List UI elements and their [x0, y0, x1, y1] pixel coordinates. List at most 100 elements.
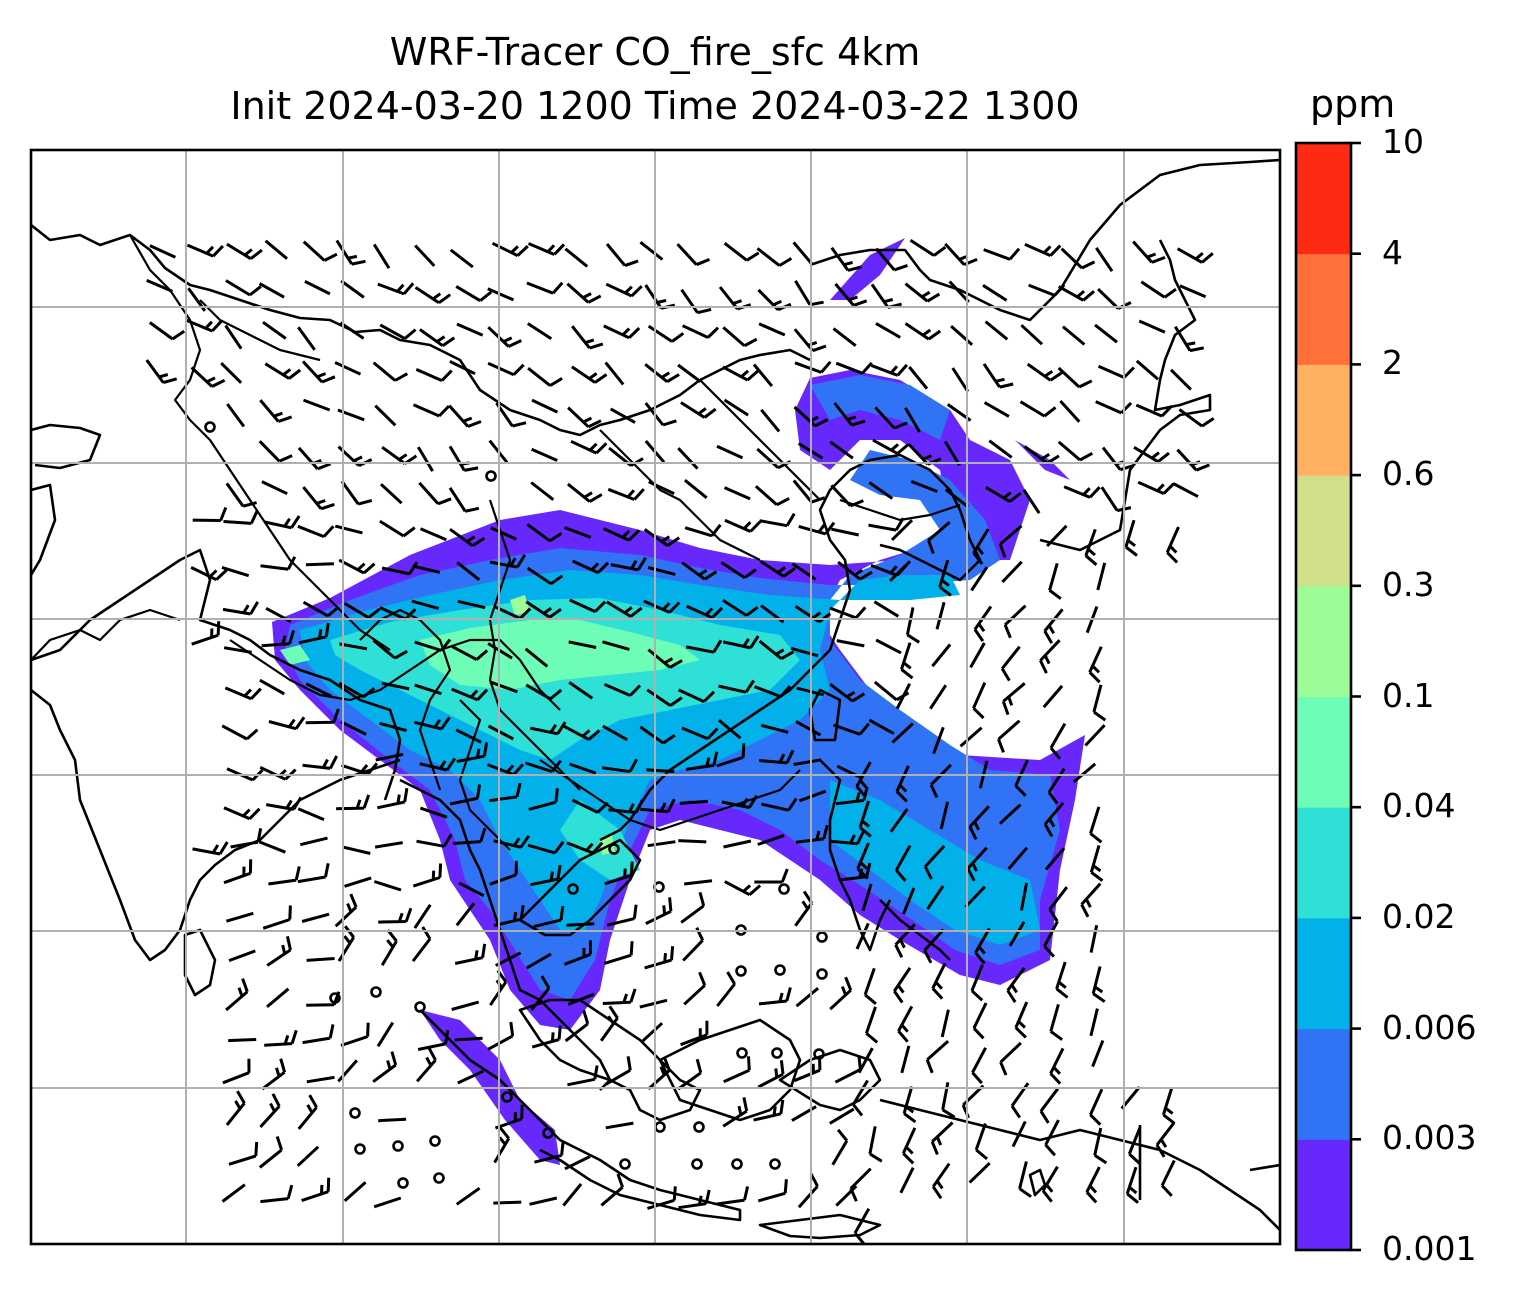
wind-barb	[983, 247, 1021, 261]
wind-barb	[606, 904, 638, 927]
wind-barb	[379, 721, 407, 733]
wind-barb	[680, 1020, 709, 1047]
wind-barb	[454, 943, 487, 965]
wind-barb	[228, 1141, 259, 1166]
wind-barb	[268, 866, 301, 886]
wind-barb	[941, 1082, 956, 1119]
wind-barb	[678, 839, 707, 844]
wind-barb	[605, 1121, 634, 1130]
wind-barb	[908, 366, 929, 390]
map-gridlines	[31, 150, 1280, 1244]
wind-barb	[1019, 400, 1057, 418]
wind-barb	[527, 242, 566, 256]
wind-barb	[337, 1059, 359, 1083]
wind-barb	[861, 883, 873, 912]
wind-barb	[1041, 1165, 1059, 1203]
wind-barb	[489, 860, 518, 886]
wind-barb	[413, 716, 451, 731]
calm-wind-circles	[204, 421, 828, 1189]
wind-barb	[868, 517, 905, 532]
wind-barb	[605, 243, 639, 268]
wind-barb	[759, 512, 796, 528]
wind-barb	[685, 751, 719, 771]
wind-barb	[567, 406, 602, 429]
wind-barb	[837, 560, 873, 581]
wind-barb	[487, 361, 525, 377]
wind-barb	[929, 684, 948, 710]
wind-barb	[895, 765, 910, 803]
colorbar-tick-label: 0.003	[1382, 1118, 1477, 1158]
wind-barb	[265, 796, 303, 811]
wind-barb	[376, 1021, 395, 1048]
wind-barb	[602, 640, 630, 651]
wind-barb	[260, 556, 297, 571]
wind-barb	[1001, 682, 1026, 716]
wind-barb	[868, 1126, 883, 1163]
wind-barb	[831, 527, 860, 537]
wind-barb	[647, 840, 676, 848]
wind-barb	[378, 1117, 407, 1123]
wind-barb	[926, 885, 945, 911]
wind-barb	[228, 949, 256, 963]
wind-barb	[644, 363, 680, 383]
wind-barb	[302, 600, 340, 618]
wind-barb	[569, 598, 607, 613]
wind-barb	[259, 678, 286, 696]
wind-barb	[1135, 359, 1159, 381]
wind-barb	[340, 480, 373, 506]
wind-barb	[716, 743, 746, 768]
wind-barb	[1044, 1119, 1060, 1157]
wind-barb	[829, 606, 867, 620]
calm-wind-circle	[691, 1158, 703, 1170]
wind-barb	[412, 564, 441, 574]
wind-barb	[723, 1056, 751, 1084]
wind-barb	[374, 404, 397, 427]
wind-barb	[566, 282, 602, 304]
wind-barb	[1042, 684, 1064, 709]
wind-barb	[379, 606, 417, 621]
wind-barb	[262, 320, 287, 340]
wind-barb	[225, 279, 262, 297]
wind-barb	[379, 519, 416, 538]
wind-barb	[603, 324, 641, 340]
wind-barb	[964, 885, 986, 909]
wind-barb	[875, 638, 902, 655]
wind-barb	[1020, 324, 1044, 346]
wind-barb	[605, 282, 643, 298]
map-frame	[29, 148, 1282, 1246]
wind-barb	[683, 479, 708, 499]
wind-barb	[487, 287, 515, 302]
wind-barb	[564, 247, 589, 268]
wind-barb	[895, 683, 912, 710]
wind-barb	[833, 722, 871, 736]
colorbar-units-label: ppm	[1310, 82, 1396, 126]
wind-barb	[1097, 364, 1135, 379]
wind-barb	[836, 764, 864, 780]
wind-barb	[722, 1097, 749, 1128]
wind-barb	[998, 524, 1023, 558]
wind-barb	[724, 880, 762, 897]
wind-barb	[221, 724, 259, 741]
calm-wind-circle	[816, 931, 828, 943]
wind-barb	[378, 907, 413, 924]
wind-barb	[1057, 440, 1094, 462]
wind-barb	[566, 482, 603, 503]
wind-barb	[524, 647, 549, 668]
wind-barb	[1160, 1159, 1176, 1197]
wind-barb	[456, 322, 484, 337]
wind-barb	[602, 527, 641, 542]
wind-barb	[834, 282, 868, 307]
wind-barb	[1089, 1008, 1099, 1037]
wind-barb	[1022, 488, 1041, 515]
wind-barb	[959, 726, 983, 748]
wind-barb	[306, 1075, 335, 1084]
wind-barb	[723, 839, 752, 849]
wind-barb	[1043, 801, 1065, 838]
wind-barb	[969, 642, 986, 669]
wind-barb	[487, 724, 514, 741]
wind-barb	[411, 599, 440, 611]
wind-barb	[900, 642, 914, 680]
wind-barb	[449, 248, 474, 269]
wind-barb	[223, 806, 261, 821]
